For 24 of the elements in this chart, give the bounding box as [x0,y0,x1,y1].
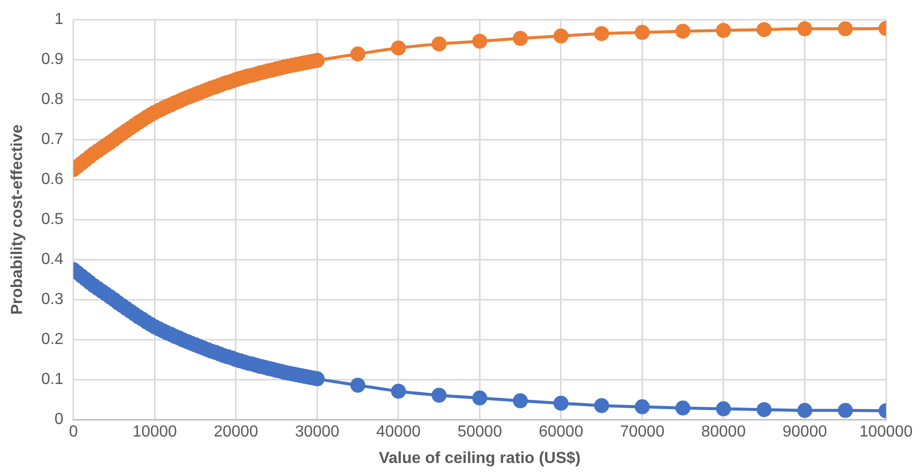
y-tick-label: 0 [54,411,64,428]
x-tick-label: 30000 [294,424,340,441]
y-tick-label: 0.7 [41,131,64,148]
y-tick-label: 1 [54,11,64,28]
y-tick-label: 0.1 [41,371,64,388]
y-axis-title: Probability cost-effective [9,124,26,315]
y-tick-label: 0.8 [41,91,64,108]
x-tick-label: 20000 [214,424,258,441]
x-tick-label: 80000 [701,424,746,441]
y-tick-label: 0.9 [41,51,64,68]
x-tick-label: 50000 [457,424,502,441]
x-tick-label: 40000 [376,424,421,441]
x-axis-title: Value of ceiling ratio (US$) [378,450,581,467]
y-tick-label: 0.6 [41,171,64,188]
y-tick-label: 0.5 [41,211,64,228]
x-tick-label: 10000 [132,424,178,441]
y-tick-label: 0.2 [41,331,64,348]
x-tick-label: 60000 [538,424,584,441]
y-tick-label: 0.3 [41,291,64,308]
y-tick-label: 0.4 [41,251,64,268]
x-tick-label: 70000 [620,424,665,441]
x-tick-label: 0 [68,424,78,441]
x-tick-label: 100000 [859,424,913,441]
x-tick-label: 90000 [782,424,828,441]
